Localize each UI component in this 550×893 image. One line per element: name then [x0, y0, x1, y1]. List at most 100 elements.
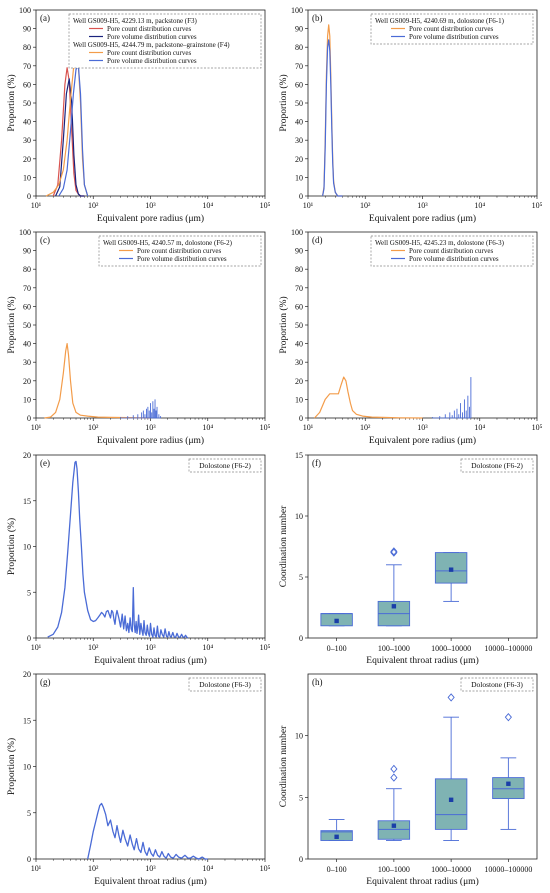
- mean-marker: [391, 823, 397, 828]
- x-tick-label: 100–1000: [378, 865, 410, 874]
- y-tick-label: 80: [295, 265, 303, 274]
- legend-frame: [460, 458, 534, 473]
- legend-header: Well GS009-H5, 4240.57 m, dolostone (F6-…: [103, 239, 233, 247]
- y-tick-label: 90: [23, 25, 31, 34]
- outlier-marker: [390, 773, 398, 782]
- x-tick-label: 1000–10000: [431, 644, 471, 653]
- y-tick-label: 100: [19, 228, 31, 237]
- y-tick-label: 80: [23, 43, 31, 52]
- y-tick-label: 5: [27, 588, 31, 597]
- x-tick-label: 10⁴: [202, 864, 213, 873]
- x-tick-label: 10³: [145, 864, 156, 873]
- outlier-marker: [390, 548, 398, 557]
- legend-header: Dolostone (F6-3): [199, 680, 251, 689]
- y-tick-label: 90: [23, 247, 31, 256]
- series-line-0: [314, 376, 423, 419]
- y-axis-label: Proportion (%): [6, 74, 17, 131]
- panel-label: (b): [312, 13, 323, 23]
- x-tick-label: 10³: [145, 643, 156, 652]
- y-tick-label: 20: [295, 377, 303, 386]
- y-tick-label: 15: [23, 716, 31, 725]
- legend-entry: Pore volume distribution curves: [409, 255, 499, 263]
- series-line-0: [87, 802, 208, 860]
- x-axis-label: Equivalent throat radius (μm): [94, 655, 206, 666]
- legend-header: Dolostone (F6-2): [471, 461, 523, 470]
- y-tick-label: 50: [23, 99, 31, 108]
- y-tick-label: 100: [291, 228, 303, 237]
- panel-label: (g): [40, 677, 51, 687]
- y-tick-label: 10: [295, 512, 303, 521]
- mean-marker: [334, 618, 339, 624]
- x-axis-label: Equivalent pore radius (μm): [369, 213, 476, 224]
- x-tick-label: 10²: [88, 423, 99, 432]
- x-tick-label: 10⁴: [474, 423, 485, 432]
- x-tick-label: 10⁵: [532, 423, 543, 432]
- x-tick-label: 10⁴: [202, 423, 213, 432]
- legend: Well GS009-H5, 4240.69 m, dolostone (F6-…: [370, 13, 534, 45]
- y-tick-label: 50: [23, 321, 31, 330]
- legend: Dolostone (F6-2): [188, 458, 262, 473]
- x-tick-label: 10⁵: [260, 864, 271, 873]
- x-tick-label: 10¹: [303, 201, 314, 210]
- legend-entry: Pore volume distribution curves: [409, 33, 499, 41]
- chart-panel-h: 0 5 10 0–100 100–1000 1000–10000 10000–100000 E…: [279, 673, 538, 887]
- legend-entry: Pore count distribution curves: [137, 247, 221, 255]
- series-line-0: [44, 343, 151, 419]
- y-tick-label: 0: [27, 855, 31, 864]
- box-iqr: [434, 778, 468, 830]
- x-tick-label: 10²: [360, 423, 371, 432]
- x-axis-label: Equivalent throat radius (μm): [366, 876, 478, 887]
- y-tick-label: 80: [295, 43, 303, 52]
- y-tick-label: 20: [23, 670, 31, 679]
- x-tick-label: 10¹: [303, 423, 314, 432]
- x-tick-label: 100–1000: [378, 644, 410, 653]
- box-100–1000: [377, 547, 411, 627]
- plot-frame: [307, 673, 538, 860]
- x-tick-label: 10000–100000: [484, 865, 532, 874]
- y-tick-label: 10: [23, 763, 31, 772]
- series-line-1: [55, 78, 85, 197]
- y-tick-label: 30: [23, 358, 31, 367]
- mean-marker: [334, 834, 339, 839]
- series-line-3: [58, 65, 89, 197]
- x-axis-label: Equivalent throat radius (μm): [366, 655, 478, 666]
- box-iqr: [492, 777, 525, 800]
- x-tick-label: 10²: [88, 643, 99, 652]
- y-tick-label: 30: [295, 136, 303, 145]
- legend-frame: [188, 677, 262, 692]
- x-tick-label: 10³: [417, 423, 428, 432]
- box-1000–10000: [434, 552, 468, 602]
- y-tick-label: 15: [295, 451, 303, 460]
- y-tick-label: 10: [23, 543, 31, 552]
- y-tick-label: 30: [295, 358, 303, 367]
- y-tick-label: 5: [27, 809, 31, 818]
- legend-header: Dolostone (F6-3): [471, 680, 523, 689]
- y-tick-label: 10: [23, 395, 31, 404]
- legend-entry: Pore volume distribution curves: [107, 57, 197, 65]
- chart-panel-g: 0 5 10 15 20 10¹ 10² 10³ 10⁴ 10⁵ Equivalent throat…: [6, 670, 271, 887]
- x-tick-label: 10²: [88, 864, 99, 873]
- y-axis-label: Proportion (%): [278, 296, 289, 353]
- panel-label: (f): [312, 458, 321, 468]
- legend-entry: Pore count distribution curves: [409, 25, 493, 33]
- x-axis-label: Equivalent pore radius (μm): [97, 213, 204, 224]
- legend-frame: [188, 458, 262, 473]
- x-tick-label: 10⁵: [260, 643, 271, 652]
- y-tick-label: 20: [295, 155, 303, 164]
- chart-panel-a: 0 10 20 30 40 50 60 70 80 90 100 10¹ 10² 10³ 10⁴ 10⁵ Equ…: [6, 6, 271, 224]
- x-tick-label: 0–100: [327, 865, 347, 874]
- y-tick-label: 30: [23, 136, 31, 145]
- series-line-0: [47, 460, 189, 639]
- y-axis-label: Proportion (%): [6, 738, 17, 795]
- y-tick-label: 60: [295, 302, 303, 311]
- y-tick-label: 90: [295, 25, 303, 34]
- legend-entry: Pore volume distribution curves: [107, 33, 197, 41]
- y-tick-label: 40: [23, 118, 31, 127]
- legend-header: Well GS009-H5, 4245.23 m, dolostone (F6-…: [375, 239, 505, 247]
- x-tick-label: 10²: [360, 201, 371, 210]
- x-tick-label: 10000–100000: [484, 644, 532, 653]
- legend: Dolostone (F6-3): [460, 677, 534, 692]
- y-axis-label: Proportion (%): [278, 74, 289, 131]
- x-tick-label: 10⁴: [474, 201, 485, 210]
